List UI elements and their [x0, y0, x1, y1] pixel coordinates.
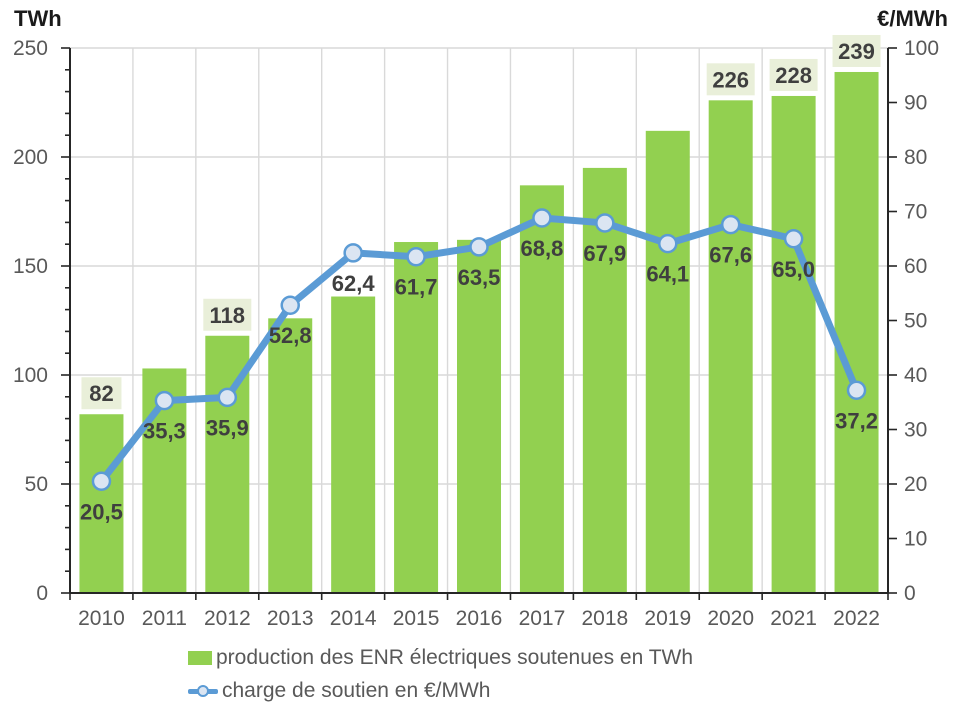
line-label-2010: 20,5	[80, 499, 123, 524]
right-tick-label: 70	[904, 201, 927, 224]
point-2010	[91, 471, 112, 492]
left-tick-label: 50	[25, 473, 48, 496]
right-axis-title: €/MWh	[877, 6, 948, 31]
line-label-2021: 65,0	[772, 257, 815, 282]
x-tick-label: 2010	[78, 607, 125, 630]
x-tick-label: 2018	[581, 607, 628, 630]
legend-item-charge: charge de soutien en €/MWh	[188, 678, 693, 704]
x-tick-label: 2021	[770, 607, 817, 630]
point-2017	[532, 208, 552, 228]
bar-2022	[834, 71, 879, 594]
bar-label-2012: 118	[210, 303, 246, 328]
left-tick-label: 150	[13, 255, 48, 278]
bar-label-2010: 82	[89, 381, 113, 406]
line-label-2011: 35,3	[143, 419, 186, 444]
legend-label-production: production des ENR électriques soutenues…	[216, 646, 694, 669]
line-label-2019: 64,1	[646, 262, 689, 287]
bar-label-2022: 239	[838, 39, 875, 64]
legend: production des ENR électriques soutenues…	[188, 645, 693, 704]
x-tick-label: 2015	[393, 607, 440, 630]
x-tick-label: 2011	[142, 607, 187, 630]
bar-2019	[645, 130, 690, 593]
bar-label-box-2022	[832, 34, 881, 67]
x-tick-label: 2013	[267, 607, 314, 630]
x-tick-label: 2014	[330, 607, 377, 630]
line-label-2014: 62,4	[332, 271, 376, 296]
line-label-2022: 37,2	[835, 408, 878, 433]
point-2022	[846, 380, 867, 401]
bar-2020	[708, 100, 753, 593]
line-label-2016: 63,5	[458, 265, 501, 290]
right-tick-label: 10	[904, 528, 927, 551]
bar-label-2021: 228	[775, 63, 812, 88]
point-2020	[720, 214, 741, 235]
line-series-swatch-icon	[188, 683, 218, 699]
left-axis-title: TWh	[14, 6, 62, 31]
bar-label-box-2012	[203, 298, 252, 331]
right-tick-label: 100	[904, 37, 939, 60]
right-tick-label: 90	[904, 92, 927, 115]
right-tick-label: 30	[904, 419, 927, 442]
line-label-2017: 68,8	[521, 236, 564, 261]
left-tick-label: 100	[13, 364, 48, 387]
bar-2013	[268, 318, 313, 593]
point-2015	[406, 246, 426, 267]
line-label-2012: 35,9	[206, 415, 249, 440]
bar-2018	[582, 167, 627, 593]
legend-label-charge: charge de soutien en €/MWh	[222, 679, 491, 702]
point-2018	[595, 213, 615, 233]
bar-2016	[457, 239, 501, 593]
right-tick-label: 0	[904, 582, 916, 605]
point-2011	[154, 390, 175, 411]
right-tick-label: 60	[904, 255, 927, 278]
bar-series-swatch-icon	[188, 651, 212, 665]
point-2014	[343, 243, 363, 263]
bar-2014	[331, 296, 376, 593]
legend-item-production: production des ENR électriques soutenues…	[188, 645, 693, 671]
x-tick-label: 2016	[456, 607, 503, 630]
x-tick-label: 2019	[644, 607, 691, 630]
x-tick-label: 2012	[204, 607, 251, 630]
bar-label-box-2021	[769, 58, 818, 91]
bar-2010	[79, 414, 124, 593]
right-tick-label: 80	[904, 146, 927, 169]
point-2012	[217, 387, 238, 408]
bar-2015	[394, 242, 439, 593]
right-tick-label: 20	[904, 473, 927, 496]
left-tick-label: 200	[13, 146, 48, 169]
right-tick-label: 50	[904, 310, 927, 333]
bar-2017	[519, 185, 564, 593]
left-tick-label: 250	[13, 37, 48, 60]
right-tick-label: 40	[904, 364, 927, 387]
line-label-2018: 67,9	[583, 241, 626, 266]
left-tick-label: 0	[36, 582, 48, 605]
point-2013	[280, 295, 300, 315]
line-label-2013: 52,8	[269, 323, 312, 348]
x-tick-label: 2020	[707, 607, 754, 630]
bar-label-2020: 226	[712, 67, 749, 92]
bar-label-box-2020	[706, 63, 755, 96]
x-tick-label: 2017	[519, 607, 566, 630]
bar-label-box-2010	[81, 377, 122, 410]
point-2016	[469, 237, 489, 257]
line-label-2020: 67,6	[709, 243, 752, 268]
line-label-2015: 61,7	[395, 275, 438, 300]
bar-2021	[771, 95, 816, 594]
point-2019	[658, 233, 678, 254]
point-2021	[783, 229, 804, 249]
x-tick-label: 2022	[833, 607, 880, 630]
